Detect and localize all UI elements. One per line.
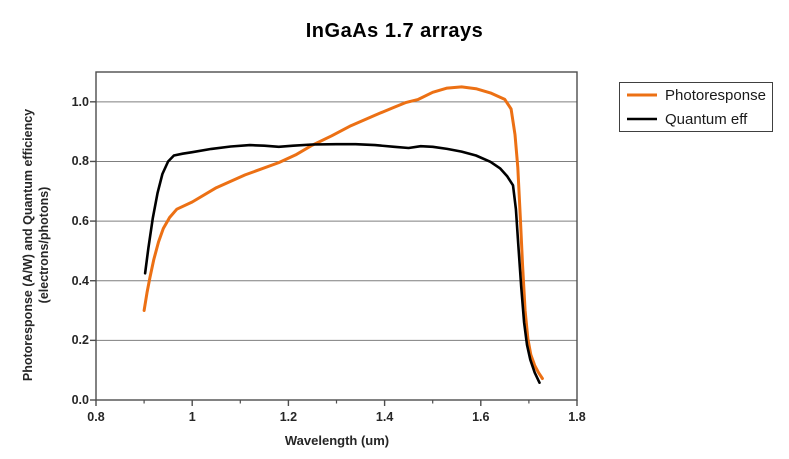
series-line-quantum-eff [143,142,541,385]
y-tick-label-0.6: 0.6 [71,214,89,229]
legend-label-quantum-eff: Quantum eff [665,110,748,128]
quantum-eff-line-swatch-icon [627,117,657,121]
y-tick-label-0.0: 0.0 [71,393,89,407]
x-tick-label-1.2: 1.2 [279,410,298,424]
y-tick-label-0.8: 0.8 [71,154,89,169]
x-tick-label-1.4: 1.4 [375,410,394,424]
x-axis-title: Wavelength (um) [284,433,390,448]
y-axis-title-line2: (electrons/photons) [37,186,51,304]
series-line-photoresponse [142,85,544,380]
plot-border [95,71,578,401]
y-tick-label-1.0: 1.0 [71,94,89,109]
y-axis-title: Photoresponse (A/W) and Quantum efficien… [20,80,52,410]
x-tick-label-1: 1 [188,410,196,424]
legend-item-quantum-eff: Quantum eff [620,107,772,131]
x-tick-label-1.8: 1.8 [568,410,586,424]
y-tick-label-0.4: 0.4 [71,273,89,288]
x-tick-label-1.6: 1.6 [472,410,490,424]
y-tick-label-0.2: 0.2 [71,333,89,348]
photoresponse-line-swatch-icon [627,93,657,97]
legend-label-photoresponse: Photoresponse [665,86,766,104]
legend: Photoresponse Quantum eff [619,82,773,132]
legend-item-photoresponse: Photoresponse [620,83,772,107]
chart-title: InGaAs 1.7 arrays [305,20,484,42]
y-axis-title-line1: Photoresponse (A/W) and Quantum efficien… [21,108,35,382]
x-tick-label-0.8: 0.8 [87,410,105,424]
